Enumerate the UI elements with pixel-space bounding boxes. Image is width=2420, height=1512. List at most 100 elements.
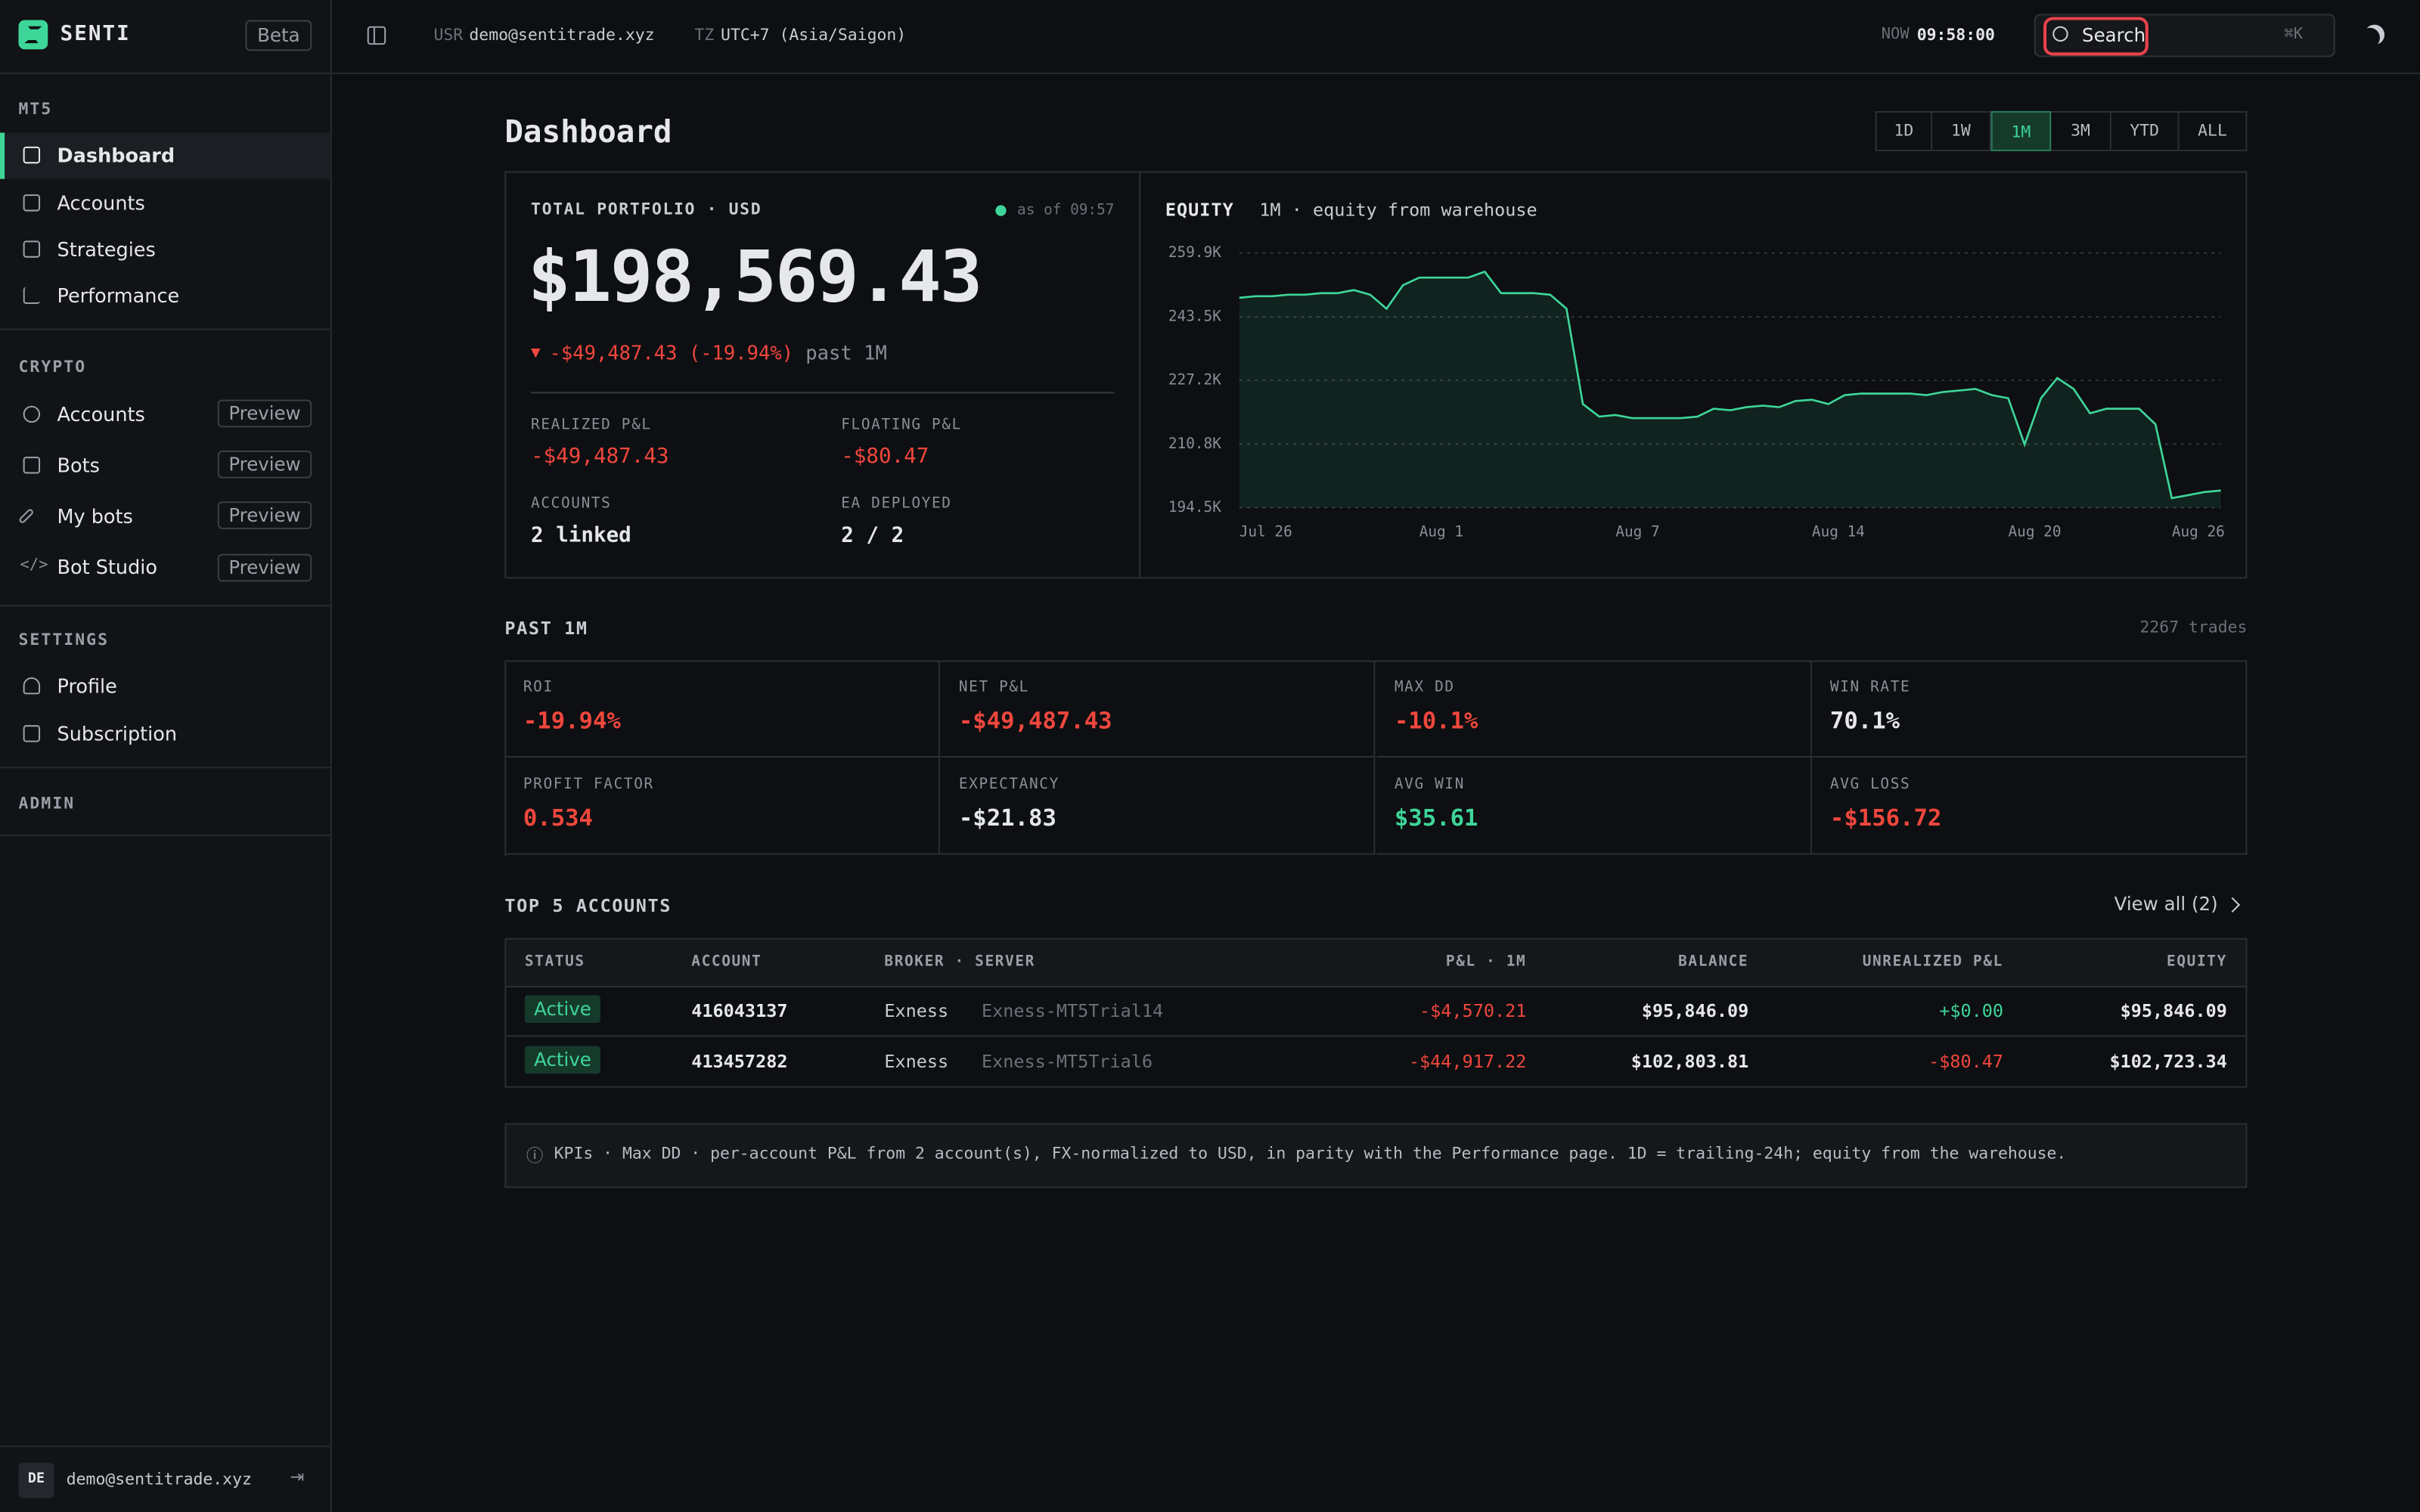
account-id: 416043137 bbox=[691, 999, 788, 1022]
hr bbox=[0, 1445, 330, 1448]
preview-badge: Preview bbox=[217, 501, 312, 529]
live-dot bbox=[995, 205, 1007, 216]
tz: UTC+7 (Asia/Saigon) bbox=[721, 26, 907, 45]
ic bbox=[23, 194, 41, 212]
change-period: past 1M bbox=[805, 341, 887, 364]
view-all[interactable]: View all (2) bbox=[2114, 893, 2218, 916]
broker: Exness bbox=[884, 1049, 949, 1072]
x-tick-label: Aug 14 bbox=[1812, 523, 1865, 541]
x-tick-label: Aug 1 bbox=[1419, 523, 1463, 541]
broker: Exness bbox=[884, 999, 949, 1022]
hr bbox=[0, 767, 330, 769]
theme-toggle[interactable] bbox=[2365, 25, 2385, 45]
chart-subtitle: 1M · equity from warehouse bbox=[1259, 199, 1537, 221]
table-value: +$0.00 bbox=[1939, 999, 2003, 1022]
table-value: $95,846.09 bbox=[2120, 999, 2227, 1022]
nav-item[interactable]: Subscription bbox=[57, 722, 178, 745]
stat-label: ROI bbox=[523, 678, 554, 696]
x-tick-label: Aug 26 bbox=[2172, 523, 2225, 541]
stat-label: PROFIT FACTOR bbox=[523, 776, 654, 793]
stat-label: WIN RATE bbox=[1829, 678, 1911, 696]
x-tick-label: Aug 20 bbox=[2009, 523, 2062, 541]
tz-label: TZ bbox=[694, 26, 715, 45]
stat-value: -$21.83 bbox=[958, 804, 1056, 832]
search-box[interactable] bbox=[2034, 14, 2335, 57]
as-of: as of 09:57 bbox=[1017, 202, 1115, 219]
ic bbox=[23, 240, 41, 258]
hr bbox=[0, 328, 330, 330]
stat-cell: PROFIT FACTOR 0.534 bbox=[504, 758, 940, 855]
column-header: STATUS bbox=[524, 953, 585, 971]
y-tick-label: 210.8K bbox=[1168, 435, 1221, 452]
range-button[interactable]: ALL bbox=[2180, 110, 2248, 151]
portfolio-change: -$49,487.43 (-19.94%) bbox=[549, 341, 794, 364]
metric-value: -$80.47 bbox=[841, 444, 929, 469]
nav-item[interactable]: Accounts bbox=[57, 191, 145, 215]
nav-item[interactable]: Profile bbox=[57, 674, 117, 698]
nav-item[interactable]: Dashboard bbox=[57, 143, 175, 167]
note-box bbox=[504, 1123, 2248, 1188]
range-button[interactable]: 1D bbox=[1875, 110, 1933, 151]
stat-cell: MAX DD -10.1% bbox=[1376, 660, 1811, 758]
sidebar-toggle[interactable] bbox=[367, 26, 386, 45]
search-text: Search bbox=[2082, 24, 2146, 47]
user-email: demo@sentitrade.xyz bbox=[66, 1470, 252, 1489]
down-arrow: ▼ bbox=[531, 345, 541, 360]
range-button[interactable]: 3M bbox=[2051, 110, 2111, 151]
stat-label: NET P&L bbox=[958, 678, 1030, 696]
y-tick-label: 243.5K bbox=[1168, 308, 1221, 325]
server: Exness-MT5Trial6 bbox=[981, 1049, 1153, 1072]
section-title: ADMIN bbox=[18, 795, 76, 813]
stat-value: -$49,487.43 bbox=[958, 706, 1112, 735]
sidebar bbox=[0, 0, 332, 1512]
info-icon: ⓘ bbox=[526, 1146, 544, 1167]
equity-area bbox=[1239, 271, 2221, 508]
nav-item[interactable]: Accounts bbox=[57, 402, 145, 426]
nav-item[interactable]: Strategies bbox=[57, 237, 156, 261]
now: 09:58:00 bbox=[1916, 26, 1995, 45]
stat-cell: AVG WIN $35.61 bbox=[1376, 758, 1811, 855]
stat-value: -10.1% bbox=[1394, 706, 1478, 735]
preview-badge: Preview bbox=[217, 399, 312, 428]
stats-title: PAST 1M bbox=[504, 617, 588, 639]
ic bbox=[23, 405, 41, 423]
hr bbox=[0, 835, 330, 837]
preview-badge: Preview bbox=[217, 450, 312, 479]
nav-item[interactable]: Bot Studio bbox=[57, 555, 158, 579]
ic bbox=[23, 725, 41, 742]
nav-item[interactable]: My bots bbox=[57, 504, 133, 528]
column-header: BALANCE bbox=[1678, 953, 1749, 971]
range-button[interactable]: YTD bbox=[2111, 110, 2180, 151]
status-badge: Active bbox=[524, 1045, 601, 1074]
stat-value: -19.94% bbox=[523, 706, 621, 735]
nav-item[interactable]: Performance bbox=[57, 284, 180, 308]
table-value: $95,846.09 bbox=[1641, 999, 1749, 1022]
server: Exness-MT5Trial14 bbox=[981, 999, 1164, 1022]
stat-label: AVG WIN bbox=[1394, 776, 1466, 793]
section-title: SETTINGS bbox=[18, 631, 110, 650]
metric-value: 2 / 2 bbox=[841, 522, 904, 548]
hr bbox=[531, 392, 1115, 394]
search-icon bbox=[2052, 26, 2068, 42]
portfolio-panel bbox=[504, 171, 2248, 579]
column-header: UNREALIZED P&L bbox=[1862, 953, 2003, 971]
nav-item[interactable]: Bots bbox=[57, 453, 100, 477]
shape bbox=[24, 26, 42, 44]
range-button-active[interactable]: 1M bbox=[1990, 110, 2052, 151]
table-value: -$80.47 bbox=[1928, 1049, 2003, 1072]
range-button[interactable]: 1W bbox=[1932, 110, 1991, 151]
stat-value: $35.61 bbox=[1394, 804, 1478, 832]
preview-badge: Preview bbox=[217, 553, 312, 582]
logo bbox=[18, 20, 48, 50]
search-focus bbox=[2043, 17, 2149, 56]
table-value: -$4,570.21 bbox=[1419, 999, 1527, 1022]
hr bbox=[506, 1035, 2246, 1037]
metric-label: EA DEPLOYED bbox=[841, 495, 952, 513]
x-tick-label: Jul 26 bbox=[1239, 523, 1292, 541]
y-tick-label: 259.9K bbox=[1168, 243, 1221, 261]
column-header: P&L · 1M bbox=[1445, 953, 1527, 971]
table-value: $102,723.34 bbox=[2109, 1049, 2227, 1072]
stat-value: 0.534 bbox=[523, 804, 593, 832]
stat-value: -$156.72 bbox=[1829, 804, 1942, 832]
logout-icon[interactable]: ⇥ bbox=[290, 1467, 305, 1488]
